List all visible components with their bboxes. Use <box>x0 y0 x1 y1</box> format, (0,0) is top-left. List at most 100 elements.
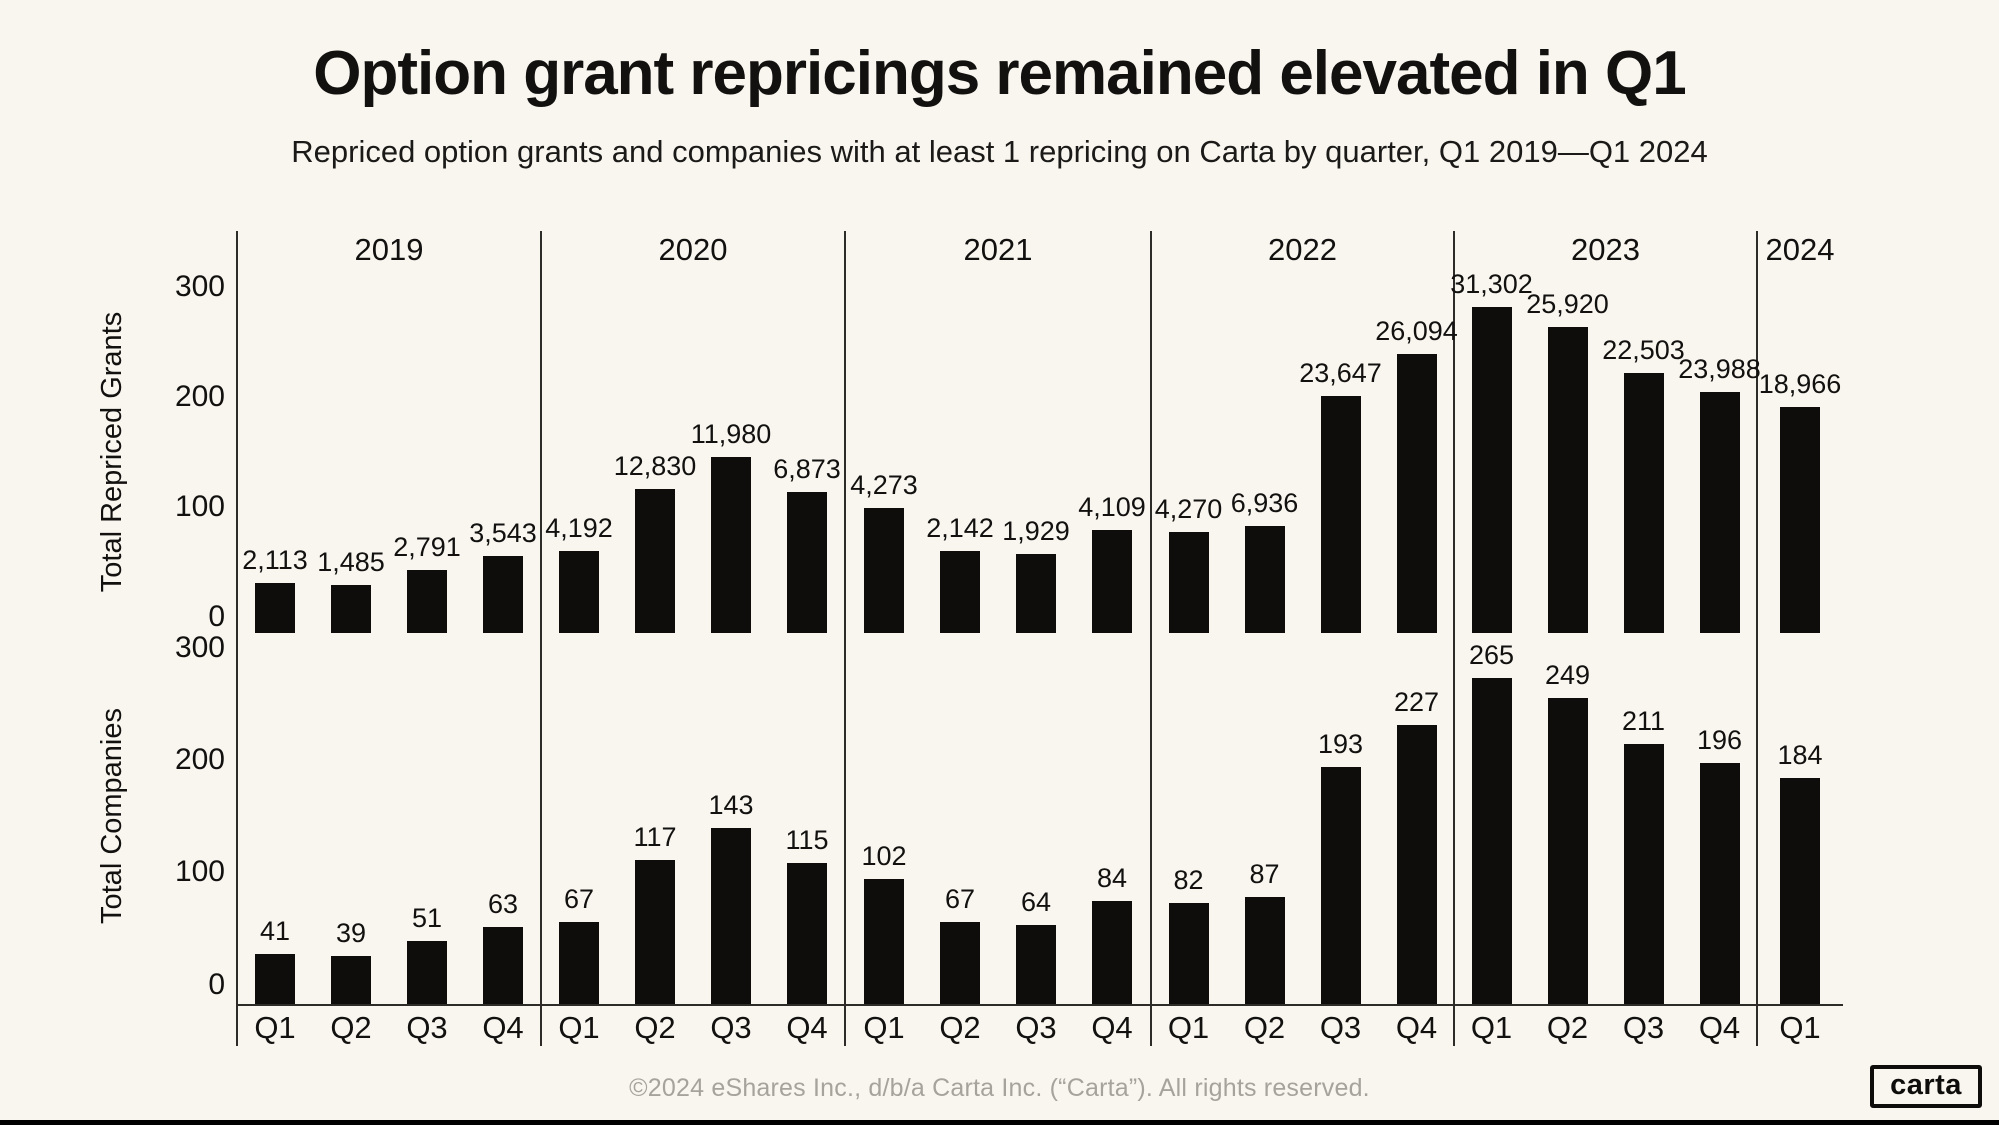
bar-companies-2022-Q2 <box>1245 897 1285 1004</box>
carta-logo-text: carta <box>1890 1069 1962 1101</box>
chart-title: Option grant repricings remained elevate… <box>313 39 1686 108</box>
ytick-bottom-200: 200 <box>174 743 225 776</box>
bar-grants-2019-Q4 <box>483 556 523 633</box>
bar-value-companies-2020-Q2: 117 <box>633 822 677 852</box>
x-label-2020-Q1: Q1 <box>558 1010 600 1045</box>
bar-value-grants-2020-Q3: 11,980 <box>690 419 772 449</box>
bar-value-grants-2023-Q3: 22,503 <box>1602 335 1685 365</box>
bar-value-companies-2022-Q4: 227 <box>1393 687 1440 717</box>
carta-logo: carta <box>1870 1065 1982 1108</box>
y-axis-title-companies: Total Companies <box>96 708 128 924</box>
bottom-edge-bar <box>0 1120 1999 1125</box>
bar-companies-2023-Q3 <box>1624 744 1664 1004</box>
bar-value-grants-2019-Q1: 2,113 <box>242 545 308 575</box>
bar-value-grants-2021-Q3: 1,929 <box>1002 516 1070 546</box>
ytick-bottom-300: 300 <box>174 631 225 664</box>
bar-value-grants-2022-Q2: 6,936 <box>1230 488 1299 518</box>
bar-grants-2023-Q1 <box>1472 307 1512 633</box>
x-label-2022-Q3: Q3 <box>1319 1010 1362 1045</box>
ytick-top-200: 200 <box>174 380 225 413</box>
year-label-2023: 2023 <box>1571 232 1640 267</box>
bar-companies-2022-Q3 <box>1321 767 1361 1004</box>
bar-value-grants-2022-Q3: 23,647 <box>1299 358 1382 388</box>
x-label-2023-Q3: Q3 <box>1622 1010 1665 1045</box>
bar-companies-2023-Q2 <box>1548 698 1588 1004</box>
x-label-2022-Q1: Q1 <box>1167 1010 1210 1045</box>
bar-value-companies-2019-Q4: 63 <box>487 889 519 919</box>
bar-companies-2021-Q1 <box>864 879 904 1004</box>
bar-grants-2019-Q1 <box>255 583 295 633</box>
bar-value-grants-2019-Q4: 3,543 <box>469 518 537 548</box>
bar-value-grants-2021-Q1: 4,273 <box>850 470 918 500</box>
bar-value-companies-2022-Q3: 193 <box>1317 729 1364 759</box>
bar-value-companies-2022-Q1: 82 <box>1173 865 1204 895</box>
bar-grants-2022-Q3 <box>1321 396 1361 633</box>
bar-grants-2019-Q3 <box>407 570 447 633</box>
year-divider <box>844 231 846 1046</box>
x-label-2023-Q2: Q2 <box>1546 1010 1589 1045</box>
bar-companies-2022-Q4 <box>1397 725 1437 1004</box>
x-label-2019-Q2: Q2 <box>330 1010 372 1045</box>
bar-value-companies-2023-Q3: 211 <box>1621 706 1666 736</box>
ytick-bottom-100: 100 <box>174 855 225 888</box>
ytick-top-0: 0 <box>208 600 225 633</box>
bar-value-companies-2020-Q4: 115 <box>785 825 829 855</box>
x-label-2023-Q4: Q4 <box>1698 1010 1741 1045</box>
bar-value-companies-2020-Q1: 67 <box>563 884 595 914</box>
bar-value-grants-2020-Q1: 4,192 <box>545 513 613 543</box>
x-label-2019-Q1: Q1 <box>254 1010 296 1045</box>
bar-value-companies-2021-Q3: 64 <box>1020 887 1052 917</box>
ytick-bottom-0: 0 <box>208 968 225 1001</box>
bar-companies-2021-Q4 <box>1092 901 1132 1004</box>
year-label-2024: 2024 <box>1765 232 1835 267</box>
bar-grants-2021-Q2 <box>940 551 980 633</box>
year-divider <box>540 231 542 1046</box>
x-label-2020-Q2: Q2 <box>634 1010 676 1045</box>
bar-grants-2022-Q2 <box>1245 526 1285 633</box>
bar-value-grants-2022-Q4: 26,094 <box>1375 316 1458 346</box>
bar-companies-2020-Q4 <box>787 863 827 1004</box>
bar-value-companies-2021-Q1: 102 <box>861 841 907 871</box>
bar-value-companies-2019-Q2: 39 <box>335 918 367 948</box>
year-divider <box>1453 231 1455 1046</box>
bar-value-grants-2019-Q2: 1,485 <box>317 547 385 577</box>
ytick-top-300: 300 <box>174 270 225 303</box>
bar-companies-2024-Q1 <box>1780 778 1820 1004</box>
x-label-2021-Q4: Q4 <box>1091 1010 1133 1045</box>
bar-companies-2019-Q2 <box>331 956 371 1004</box>
bar-grants-2019-Q2 <box>331 585 371 633</box>
bar-companies-2023-Q1 <box>1472 678 1512 1004</box>
bar-value-grants-2021-Q2: 2,142 <box>926 513 994 543</box>
bar-grants-2020-Q2 <box>635 489 675 633</box>
ytick-top-100: 100 <box>174 490 225 523</box>
chart-subtitle: Repriced option grants and companies wit… <box>291 134 1708 169</box>
bar-value-companies-2019-Q1: 41 <box>259 916 291 946</box>
bar-companies-2021-Q3 <box>1016 925 1056 1004</box>
x-label-2020-Q4: Q4 <box>786 1010 828 1045</box>
bar-companies-2022-Q1 <box>1169 903 1209 1004</box>
bar-value-grants-2021-Q4: 4,109 <box>1078 492 1146 522</box>
bar-grants-2023-Q4 <box>1700 392 1740 633</box>
bar-value-companies-2023-Q4: 196 <box>1696 725 1743 755</box>
year-label-2021: 2021 <box>963 232 1033 267</box>
bar-grants-2023-Q3 <box>1624 373 1664 633</box>
year-label-2022: 2022 <box>1268 232 1337 267</box>
bar-companies-2023-Q4 <box>1700 763 1740 1004</box>
copyright-text: ©2024 eShares Inc., d/b/a Carta Inc. (“C… <box>629 1074 1370 1102</box>
x-label-2019-Q4: Q4 <box>482 1010 524 1045</box>
bar-value-grants-2022-Q1: 4,270 <box>1154 494 1223 524</box>
bar-value-companies-2021-Q4: 84 <box>1096 863 1128 893</box>
bar-value-companies-2019-Q3: 51 <box>411 903 443 933</box>
x-label-2021-Q1: Q1 <box>863 1010 905 1045</box>
year-divider <box>1756 231 1758 1046</box>
bar-value-companies-2023-Q1: 265 <box>1468 640 1515 670</box>
bar-value-grants-2020-Q4: 6,873 <box>773 454 841 484</box>
y-axis-title-grants: Total Repriced Grants <box>96 311 128 593</box>
x-label-2020-Q3: Q3 <box>710 1010 752 1045</box>
bar-value-companies-2020-Q3: 143 <box>708 790 754 820</box>
bar-grants-2021-Q3 <box>1016 554 1056 633</box>
x-label-2022-Q4: Q4 <box>1395 1010 1438 1045</box>
bar-value-companies-2021-Q2: 67 <box>944 884 976 914</box>
bar-grants-2020-Q3 <box>711 457 751 633</box>
